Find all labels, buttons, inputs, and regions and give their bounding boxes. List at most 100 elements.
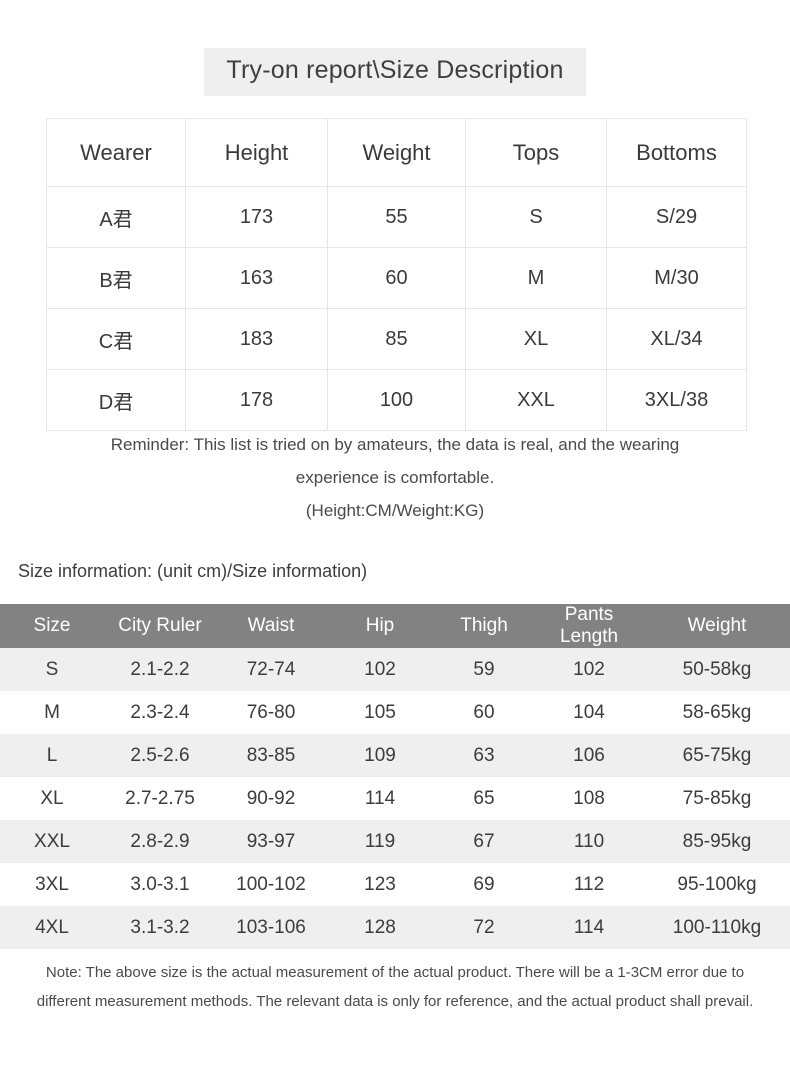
cell-size: S	[0, 648, 104, 691]
cell-height: 173	[185, 186, 328, 248]
size-col-size: Size	[0, 604, 104, 648]
cell-hip: 109	[326, 734, 434, 777]
cell-waist: 100-102	[216, 863, 326, 906]
cell-weight: 50-58kg	[644, 648, 790, 691]
tryon-col-weight: Weight	[327, 118, 466, 187]
cell-pants-length: 110	[534, 820, 644, 863]
table-row: A君 173 55 S S/29	[46, 186, 747, 248]
footnote-line-1: Note: The above size is the actual measu…	[45, 964, 745, 981]
table-row: 4XL 3.1-3.2 103-106 128 72 114 100-110kg	[0, 906, 790, 949]
tryon-col-wearer: Wearer	[46, 118, 186, 187]
cell-city-ruler: 3.1-3.2	[104, 906, 216, 949]
cell-wearer: C君	[46, 308, 186, 370]
cell-hip: 102	[326, 648, 434, 691]
cell-thigh: 72	[434, 906, 534, 949]
cell-weight: 85	[327, 308, 466, 370]
cell-wearer: A君	[46, 186, 186, 248]
cell-height: 163	[185, 247, 328, 309]
size-col-pants-length: Pants Length	[534, 604, 644, 648]
cell-thigh: 65	[434, 777, 534, 820]
size-col-hip: Hip	[326, 604, 434, 648]
cell-tops: S	[465, 186, 607, 248]
cell-size: 4XL	[0, 906, 104, 949]
cell-tops: XL	[465, 308, 607, 370]
cell-weight: 100-110kg	[644, 906, 790, 949]
cell-hip: 105	[326, 691, 434, 734]
table-row: B君 163 60 M M/30	[46, 247, 747, 309]
cell-city-ruler: 2.5-2.6	[104, 734, 216, 777]
cell-waist: 93-97	[216, 820, 326, 863]
reminder-line-2: experience is comfortable.	[295, 468, 495, 487]
tryon-table-header-row: Wearer Height Weight Tops Bottoms	[46, 118, 747, 187]
cell-city-ruler: 3.0-3.1	[104, 863, 216, 906]
cell-waist: 90-92	[216, 777, 326, 820]
reminder-text: Reminder: This list is tried on by amate…	[45, 428, 745, 527]
cell-tops: M	[465, 247, 607, 309]
cell-pants-length: 102	[534, 648, 644, 691]
cell-bottoms: 3XL/38	[606, 369, 747, 431]
cell-thigh: 63	[434, 734, 534, 777]
cell-hip: 123	[326, 863, 434, 906]
size-table-header-row: Size City Ruler Waist Hip Thigh Pants Le…	[0, 604, 790, 648]
tryon-report-table: Wearer Height Weight Tops Bottoms A君 173…	[46, 118, 747, 431]
cell-hip: 114	[326, 777, 434, 820]
cell-waist: 103-106	[216, 906, 326, 949]
cell-bottoms: M/30	[606, 247, 747, 309]
cell-tops: XXL	[465, 369, 607, 431]
cell-pants-length: 112	[534, 863, 644, 906]
cell-waist: 72-74	[216, 648, 326, 691]
table-row: S 2.1-2.2 72-74 102 59 102 50-58kg	[0, 648, 790, 691]
cell-pants-length: 104	[534, 691, 644, 734]
page-title-container: Try-on report\Size Description	[0, 48, 790, 96]
cell-weight: 75-85kg	[644, 777, 790, 820]
cell-weight: 100	[327, 369, 466, 431]
cell-weight: 55	[327, 186, 466, 248]
cell-pants-length: 108	[534, 777, 644, 820]
cell-city-ruler: 2.7-2.75	[104, 777, 216, 820]
cell-city-ruler: 2.8-2.9	[104, 820, 216, 863]
size-col-weight: Weight	[644, 604, 790, 648]
reminder-line-1: Reminder: This list is tried on by amate…	[110, 435, 680, 454]
cell-height: 178	[185, 369, 328, 431]
cell-wearer: D君	[46, 369, 186, 431]
cell-size: 3XL	[0, 863, 104, 906]
cell-size: XL	[0, 777, 104, 820]
table-row: 3XL 3.0-3.1 100-102 123 69 112 95-100kg	[0, 863, 790, 906]
cell-thigh: 67	[434, 820, 534, 863]
cell-weight: 85-95kg	[644, 820, 790, 863]
footnote-line-2: different measurement methods. The relev…	[36, 993, 754, 1010]
tryon-col-bottoms: Bottoms	[606, 118, 747, 187]
cell-weight: 58-65kg	[644, 691, 790, 734]
cell-waist: 76-80	[216, 691, 326, 734]
table-row: D君 178 100 XXL 3XL/38	[46, 369, 747, 431]
tryon-col-height: Height	[185, 118, 328, 187]
cell-wearer: B君	[46, 247, 186, 309]
cell-hip: 119	[326, 820, 434, 863]
reminder-line-3: (Height:CM/Weight:KG)	[305, 501, 485, 520]
cell-bottoms: XL/34	[606, 308, 747, 370]
table-row: XL 2.7-2.75 90-92 114 65 108 75-85kg	[0, 777, 790, 820]
cell-city-ruler: 2.1-2.2	[104, 648, 216, 691]
size-col-waist: Waist	[216, 604, 326, 648]
cell-weight: 95-100kg	[644, 863, 790, 906]
cell-pants-length: 106	[534, 734, 644, 777]
tryon-col-tops: Tops	[465, 118, 607, 187]
cell-waist: 83-85	[216, 734, 326, 777]
cell-thigh: 69	[434, 863, 534, 906]
table-row: M 2.3-2.4 76-80 105 60 104 58-65kg	[0, 691, 790, 734]
cell-size: M	[0, 691, 104, 734]
cell-size: L	[0, 734, 104, 777]
cell-city-ruler: 2.3-2.4	[104, 691, 216, 734]
footnote-text: Note: The above size is the actual measu…	[20, 958, 770, 1016]
cell-pants-length: 114	[534, 906, 644, 949]
table-row: L 2.5-2.6 83-85 109 63 106 65-75kg	[0, 734, 790, 777]
cell-weight: 60	[327, 247, 466, 309]
table-row: C君 183 85 XL XL/34	[46, 308, 747, 370]
cell-bottoms: S/29	[606, 186, 747, 248]
cell-weight: 65-75kg	[644, 734, 790, 777]
size-col-city-ruler: City Ruler	[104, 604, 216, 648]
cell-thigh: 59	[434, 648, 534, 691]
size-chart-table: Size City Ruler Waist Hip Thigh Pants Le…	[0, 604, 790, 949]
size-information-heading: Size information: (unit cm)/Size informa…	[18, 561, 368, 581]
cell-hip: 128	[326, 906, 434, 949]
